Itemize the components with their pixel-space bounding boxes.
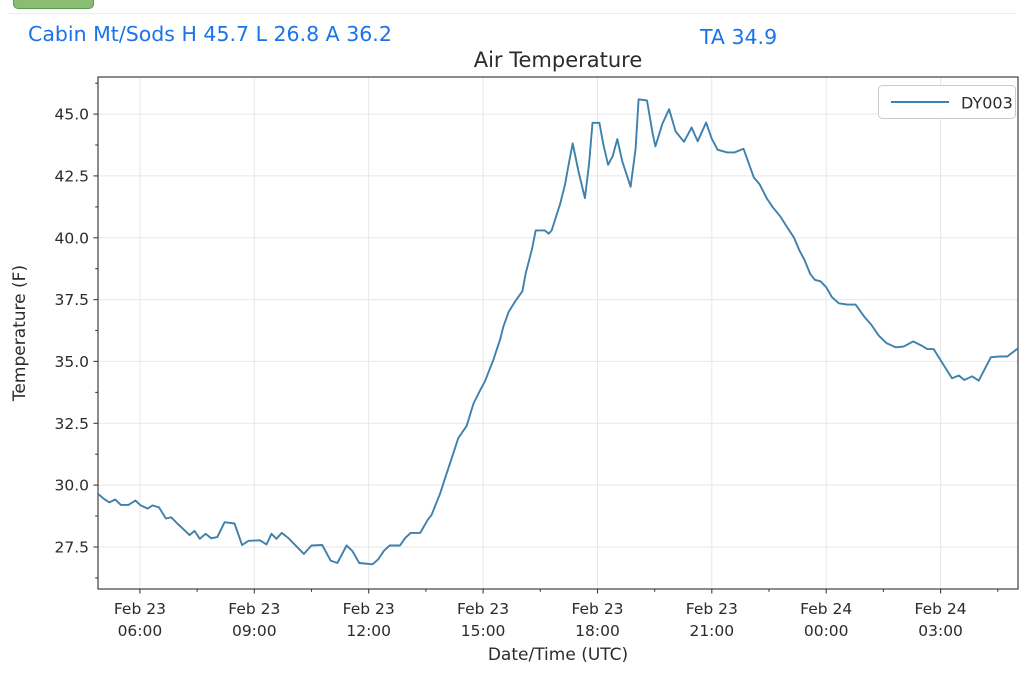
top-green-button[interactable] xyxy=(13,0,94,9)
x-tick-date: Feb 24 xyxy=(800,600,852,618)
plot-frame xyxy=(97,76,1019,590)
axis-ticks xyxy=(93,82,999,594)
grid-lines xyxy=(98,77,1018,589)
x-tick-time: 03:00 xyxy=(918,622,963,640)
legend-label: DY003 xyxy=(961,94,1013,113)
y-tick-label: 37.5 xyxy=(54,291,89,309)
y-tick-label: 35.0 xyxy=(54,353,89,371)
x-tick-time: 12:00 xyxy=(346,622,391,640)
x-axis-label: Date/Time (UTC) xyxy=(488,645,628,665)
y-tick-label: 32.5 xyxy=(54,415,89,433)
y-tick-label: 30.0 xyxy=(54,477,89,495)
x-tick-time: 06:00 xyxy=(118,622,163,640)
x-tick-date: Feb 23 xyxy=(686,600,738,618)
chart-legend: DY003 xyxy=(878,85,1016,119)
x-tick-time: 18:00 xyxy=(575,622,620,640)
chart-title: Air Temperature xyxy=(474,48,643,72)
x-tick-time: 09:00 xyxy=(232,622,277,640)
x-tick-date: Feb 23 xyxy=(571,600,623,618)
x-tick-time: 15:00 xyxy=(461,622,506,640)
header-divider xyxy=(8,13,1016,14)
y-tick-label: 40.0 xyxy=(54,229,89,247)
x-tick-date: Feb 23 xyxy=(114,600,166,618)
y-axis-label: Temperature (F) xyxy=(10,265,30,402)
x-tick-date: Feb 23 xyxy=(457,600,509,618)
series-line-DY003 xyxy=(97,98,1018,566)
x-tick-date: Feb 24 xyxy=(915,600,967,618)
axis-tick-labels: 27.5 30.0 32.5 35.0 37.5 40.0 42.5 45.0 Feb 23 06… xyxy=(54,106,966,640)
y-tick-label: 27.5 xyxy=(54,539,89,557)
y-tick-label: 42.5 xyxy=(54,167,89,185)
y-tick-label: 45.0 xyxy=(54,106,89,124)
x-tick-date: Feb 23 xyxy=(343,600,395,618)
x-tick-date: Feb 23 xyxy=(228,600,280,618)
x-tick-time: 00:00 xyxy=(804,622,849,640)
x-tick-time: 21:00 xyxy=(689,622,734,640)
